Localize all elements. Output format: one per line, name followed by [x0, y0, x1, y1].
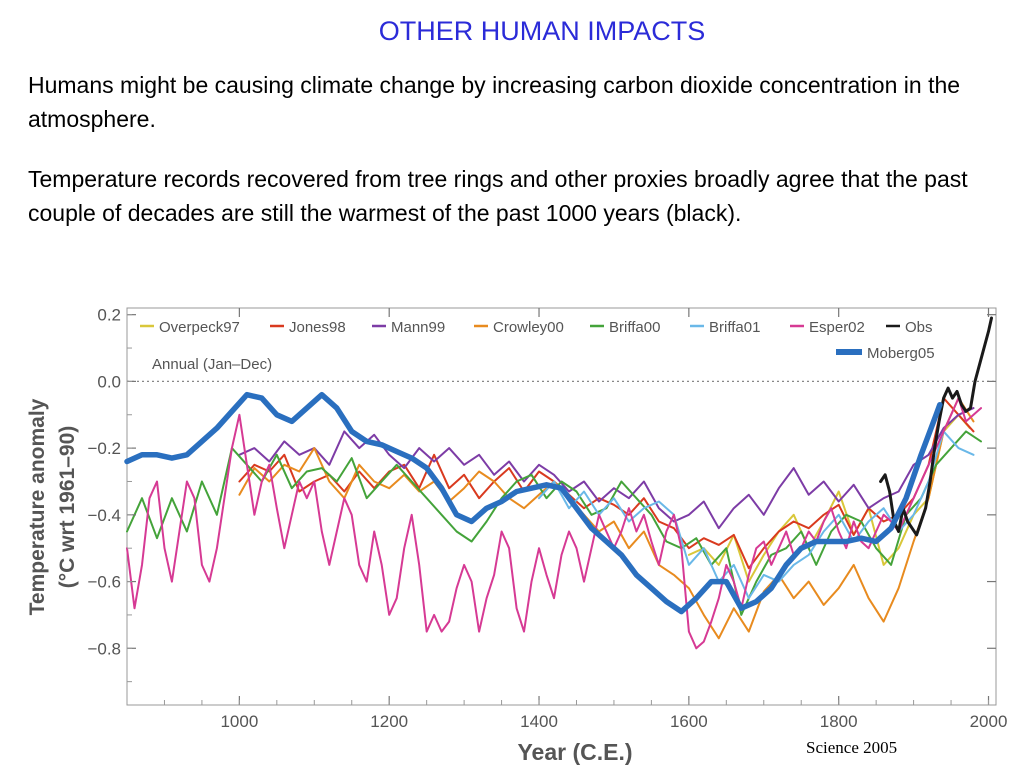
x-axis-label: Year (C.E.) — [517, 739, 632, 765]
x-tick-label: 1000 — [220, 712, 258, 731]
plot-frame — [126, 307, 997, 706]
legend-label-esper02: Esper02 — [809, 319, 865, 336]
x-tick-label: 1800 — [820, 712, 858, 731]
y-tick-label: −0.6 — [87, 573, 121, 592]
y-tick-label: −0.8 — [87, 639, 121, 658]
series-line-crowley00 — [238, 397, 975, 640]
paragraph-co2: Humans might be causing climate change b… — [28, 72, 961, 132]
legend-label-obs: Obs — [905, 319, 933, 336]
series-line-moberg05 — [124, 391, 943, 615]
legend-label-jones98: Jones98 — [289, 319, 346, 336]
x-tick-label: 1200 — [370, 712, 408, 731]
series-line-obs — [879, 316, 993, 537]
legend-label-briffa00: Briffa00 — [609, 319, 660, 336]
legend-label-mann99: Mann99 — [391, 319, 445, 336]
x-tick-label: 1400 — [520, 712, 558, 731]
y-tick-label: −0.2 — [87, 439, 121, 458]
series-line-mann99 — [238, 407, 975, 530]
temperature-anomaly-chart: Overpeck97 Jones98 Mann99 Crowley00 Briffa00… — [26, 306, 1008, 765]
x-tick-label: 2000 — [970, 712, 1008, 731]
y-axis-label-unit: (°C wrt 1961–90) — [56, 426, 79, 588]
x-tick-label: 1600 — [670, 712, 708, 731]
legend-label-overpeck97: Overpeck97 — [159, 319, 240, 336]
annual-annotation: Annual (Jan–Dec) — [152, 356, 272, 373]
slide-title: OTHER HUMAN IMPACTS — [378, 16, 706, 46]
y-tick-label: 0.0 — [97, 372, 121, 391]
legend-label-moberg05: Moberg05 — [867, 345, 935, 362]
legend-label-crowley00: Crowley00 — [493, 319, 564, 336]
y-tick-label: −0.4 — [87, 506, 121, 525]
y-axis-label: Temperature anomaly — [26, 398, 49, 615]
series-line-esper02 — [126, 397, 982, 650]
legend-label-briffa01: Briffa01 — [709, 319, 760, 336]
source-credit: Science 2005 — [806, 738, 898, 757]
y-tick-label: 0.2 — [97, 306, 121, 325]
paragraph-proxies: Temperature records recovered from tree … — [28, 166, 968, 226]
series-line-briffa01 — [538, 430, 975, 600]
